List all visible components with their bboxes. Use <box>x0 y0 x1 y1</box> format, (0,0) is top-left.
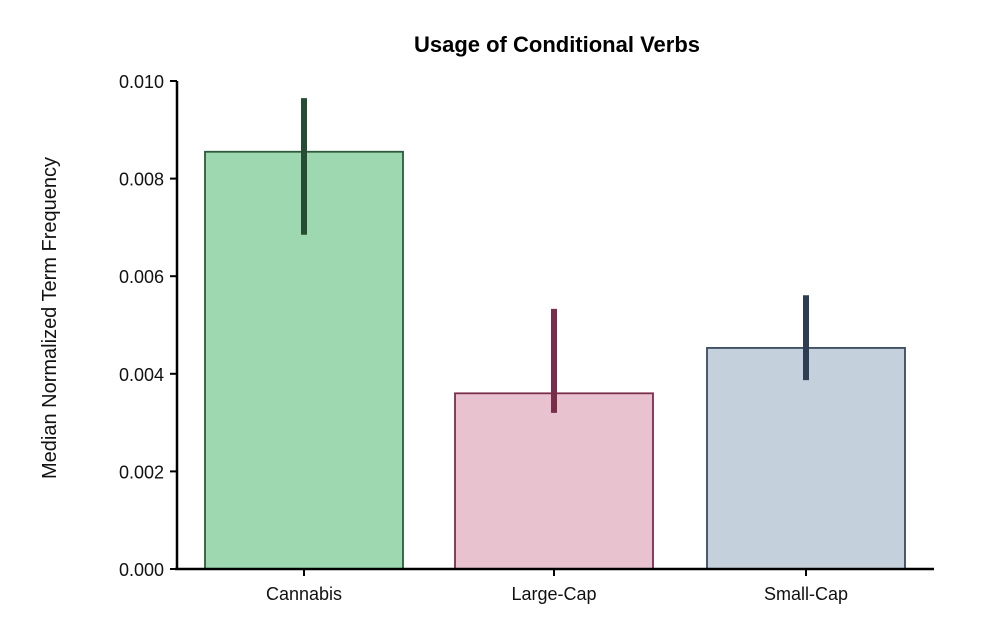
y-tick-label: 0.004 <box>119 365 164 385</box>
chart-title: Usage of Conditional Verbs <box>414 32 700 57</box>
x-tick-label: Cannabis <box>266 584 342 604</box>
bar-small-cap <box>706 347 906 570</box>
error-bars-group <box>301 98 809 413</box>
y-tick-label: 0.006 <box>119 267 164 287</box>
y-tick-label: 0.010 <box>119 72 164 92</box>
x-ticks-group: Cannabis Large-Cap Small-Cap <box>266 569 848 604</box>
x-tick-label: Small-Cap <box>764 584 848 604</box>
bar-large-cap <box>454 392 654 570</box>
y-ticks-group: 0.000 0.002 0.004 0.006 0.008 0.010 <box>119 72 177 580</box>
y-tick-label: 0.008 <box>119 170 164 190</box>
y-tick-label: 0.002 <box>119 462 164 482</box>
y-tick-label: 0.000 <box>119 560 164 580</box>
y-axis-label: Median Normalized Term Frequency <box>39 157 61 479</box>
x-tick-label: Large-Cap <box>511 584 596 604</box>
